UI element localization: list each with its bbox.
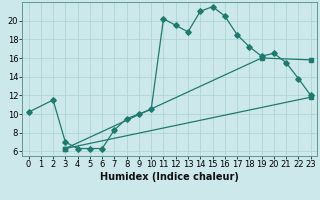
X-axis label: Humidex (Indice chaleur): Humidex (Indice chaleur) (100, 172, 239, 182)
